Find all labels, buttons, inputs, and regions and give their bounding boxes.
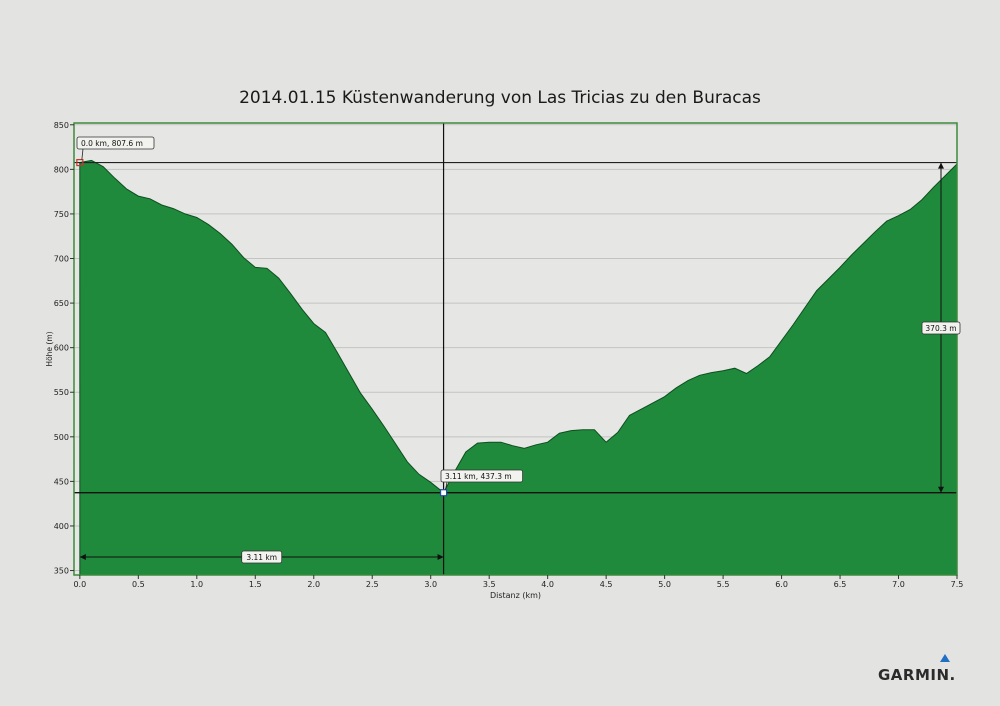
x-tick-label: 3.0 [424,580,437,589]
x-tick-label: 0.5 [132,580,145,589]
x-tick-label: 0.0 [73,580,86,589]
y-tick-label: 400 [54,522,69,531]
x-tick-label: 7.0 [892,580,905,589]
x-tick-label: 6.5 [834,580,847,589]
y-tick-label: 800 [54,165,69,174]
x-tick-label: 5.0 [658,580,671,589]
min-callout-text: 3.11 km, 437.3 m [445,472,512,481]
x-tick-label: 3.5 [483,580,496,589]
garmin-logo: GARMIN. [878,666,956,684]
distance-arrowhead-right [437,554,444,560]
x-axis-label: Distanz (km) [490,591,541,600]
y-tick-label: 700 [54,255,69,264]
x-tick-label: 7.5 [951,580,964,589]
distance-label: 3.11 km [246,553,277,562]
x-tick-label: 6.0 [775,580,788,589]
y-tick-label: 850 [54,121,69,130]
x-tick-label: 2.0 [307,580,320,589]
x-tick-label: 5.5 [717,580,730,589]
height-label: 370.3 m [925,324,956,333]
distance-arrowhead-left [79,554,86,560]
y-tick-label: 600 [54,344,69,353]
y-tick-label: 650 [54,299,69,308]
y-tick-label: 750 [54,210,69,219]
garmin-logo-triangle-icon [940,654,950,662]
height-arrowhead-top [938,162,944,169]
x-tick-label: 4.5 [600,580,613,589]
distance-label-box [241,550,283,564]
start-callout-box [76,136,155,150]
y-tick-label: 350 [54,567,69,576]
min-marker [439,489,448,497]
plot-border [73,122,958,576]
x-tick-label: 4.0 [541,580,554,589]
height-arrowhead-bottom [938,486,944,493]
x-tick-label: 1.0 [190,580,203,589]
x-tick-label: 1.5 [249,580,262,589]
height-label-box [921,321,961,335]
y-tick-label: 550 [54,388,69,397]
min-callout-box [440,469,523,483]
y-axis-label: Höhe (m) [45,331,54,366]
start-callout-text: 0.0 km, 807.6 m [81,139,143,148]
start-marker [76,158,84,167]
y-tick-label: 500 [54,433,69,442]
start-callout-leader [81,148,84,160]
min-callout-leader [445,481,448,490]
y-tick-label: 450 [54,477,69,486]
chart-title: 2014.01.15 Küstenwanderung von Las Trici… [239,88,761,108]
x-tick-label: 2.5 [366,580,379,589]
elevation-area [79,159,958,576]
